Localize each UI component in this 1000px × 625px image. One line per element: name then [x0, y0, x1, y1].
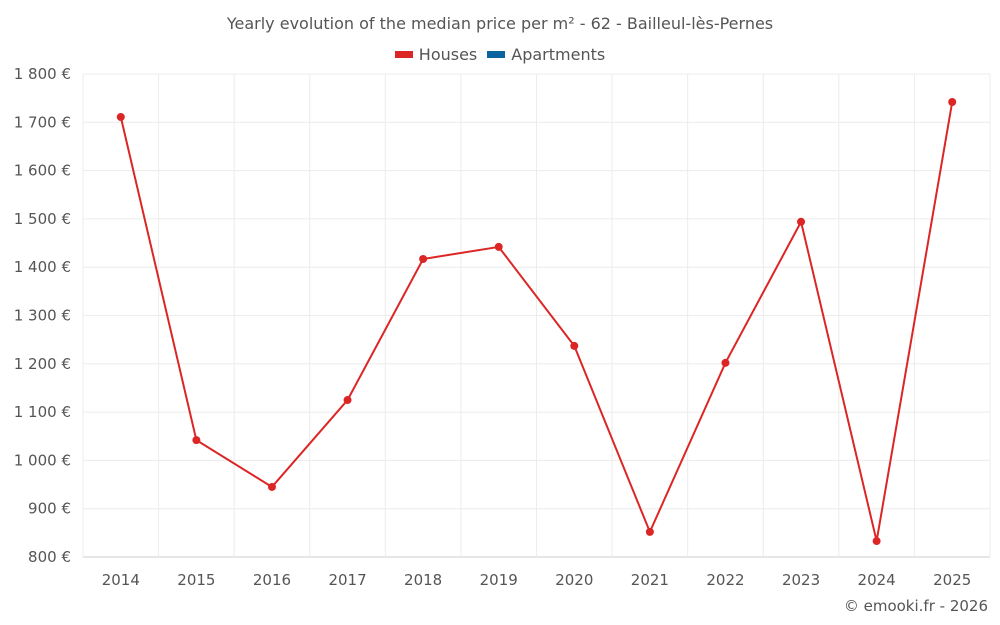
chart-title: Yearly evolution of the median price per…	[226, 14, 774, 33]
x-tick-label: 2021	[631, 571, 669, 589]
data-point	[721, 358, 730, 367]
y-tick-label: 1 400 €	[14, 258, 71, 276]
y-tick-label: 800 €	[28, 548, 71, 566]
data-point	[192, 436, 201, 445]
y-tick-label: 1 700 €	[14, 113, 71, 131]
y-tick-label: 1 500 €	[14, 210, 71, 228]
x-tick-label: 2018	[404, 571, 442, 589]
legend-swatch-apartments	[487, 51, 506, 58]
x-tick-label: 2025	[933, 571, 971, 589]
x-tick-label: 2015	[177, 571, 215, 589]
x-tick-label: 2022	[706, 571, 744, 589]
data-point	[645, 527, 654, 536]
data-point	[494, 242, 503, 251]
legend-label-houses: Houses	[418, 45, 478, 64]
legend-item-houses[interactable]: Houses	[394, 45, 478, 64]
data-point	[267, 482, 276, 491]
x-tick-label: 2017	[328, 571, 366, 589]
y-tick-label: 1 300 €	[14, 307, 71, 325]
y-tick-label: 1 000 €	[14, 451, 71, 469]
series-line-houses	[119, 101, 954, 542]
x-tick-label: 2014	[102, 571, 140, 589]
y-tick-label: 1 600 €	[14, 162, 71, 180]
credit: © emooki.fr - 2026	[843, 597, 988, 615]
y-tick-label: 1 800 €	[14, 65, 71, 83]
data-point	[116, 112, 125, 121]
y-tick-label: 1 100 €	[14, 403, 71, 421]
x-tick-label: 2019	[480, 571, 518, 589]
legend-swatch-houses	[394, 51, 413, 58]
data-point	[948, 98, 957, 107]
x-tick-label: 2016	[253, 571, 291, 589]
x-tick-label: 2020	[555, 571, 593, 589]
x-tick-label: 2024	[858, 571, 896, 589]
y-tick-label: 1 200 €	[14, 355, 71, 373]
legend-label-apartments: Apartments	[511, 45, 606, 64]
legend: Houses Apartments	[0, 45, 1000, 64]
data-point	[570, 341, 579, 350]
data-point	[872, 537, 881, 546]
data-point	[419, 254, 428, 263]
x-tick-label: 2023	[782, 571, 820, 589]
legend-item-apartments[interactable]: Apartments	[487, 45, 605, 64]
data-point	[343, 396, 352, 405]
data-point	[797, 217, 806, 226]
y-tick-label: 900 €	[28, 500, 71, 518]
